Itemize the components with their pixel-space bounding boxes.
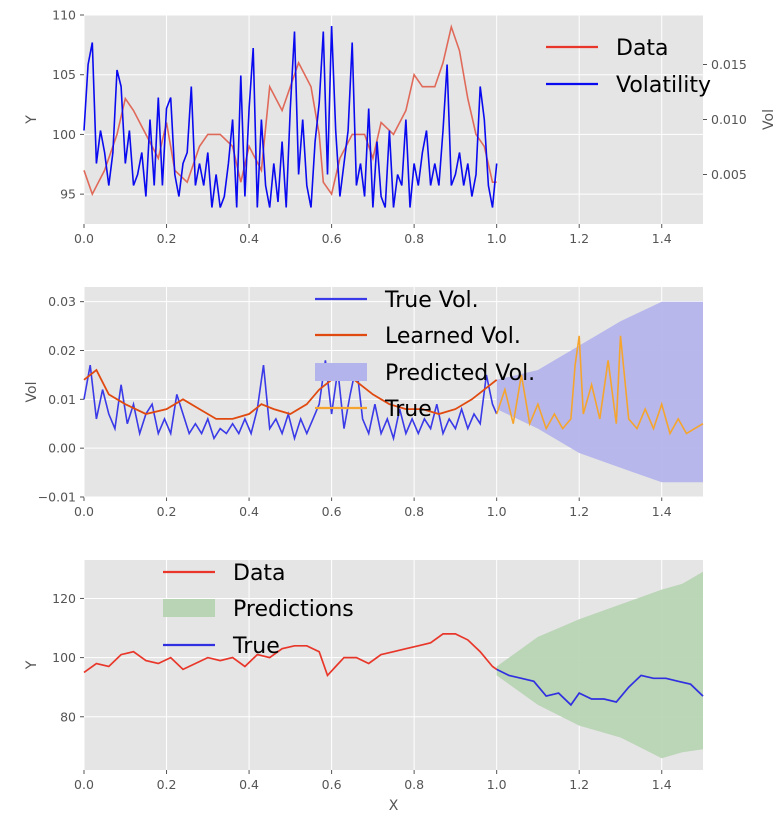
x-axis-label: X bbox=[389, 798, 399, 814]
y-axis-label: Vol bbox=[24, 382, 40, 403]
y-tick-label: 0.00 bbox=[48, 441, 76, 456]
y-tick-label: 0.01 bbox=[48, 392, 76, 407]
y-axis-label: Y bbox=[24, 660, 40, 670]
y-tick-label: 105 bbox=[52, 67, 76, 82]
y-tick-label: 120 bbox=[52, 591, 76, 606]
y-tick-label: 100 bbox=[52, 127, 76, 142]
x-tick-label: 0.0 bbox=[74, 504, 94, 519]
y-tick-label: 110 bbox=[52, 8, 76, 23]
legend-true-label: True bbox=[232, 634, 280, 659]
plot-area bbox=[84, 15, 703, 224]
x-tick-label: 0.4 bbox=[239, 504, 259, 519]
x-tick-label: 0.8 bbox=[404, 231, 424, 246]
legend-volatility-label: Volatility bbox=[616, 73, 711, 98]
legend-true-label: True bbox=[384, 397, 432, 422]
x-tick-label: 0.2 bbox=[157, 504, 177, 519]
x-tick-label: 0.0 bbox=[74, 231, 94, 246]
series-data-line bbox=[83, 633, 498, 678]
x-tick-label: 0.6 bbox=[322, 777, 342, 792]
x-tick-label: 0.4 bbox=[239, 777, 259, 792]
x-tick-label: 1.0 bbox=[487, 504, 507, 519]
x-tick-label: 0.6 bbox=[322, 504, 342, 519]
right-tick-label: 0.010 bbox=[711, 112, 747, 127]
x-tick-label: 0.6 bbox=[322, 231, 342, 246]
y-tick-label: 100 bbox=[52, 650, 76, 665]
x-tick-label: 0.0 bbox=[74, 777, 94, 792]
legend-predicted-vol-swatch bbox=[315, 363, 367, 381]
y-tick-label: 0.03 bbox=[48, 294, 76, 309]
legend: True Vol. Learned Vol. Predicted Vol. True bbox=[315, 288, 535, 422]
legend-predicted-vol-label: Predicted Vol. bbox=[385, 361, 535, 386]
series-learned-vol-line bbox=[83, 368, 498, 420]
x-tick-label: 1.4 bbox=[652, 504, 672, 519]
legend: Data Volatility bbox=[546, 36, 711, 98]
legend-data-label: Data bbox=[233, 561, 286, 586]
series-data-line bbox=[83, 23, 497, 197]
right-axis-label: Vol bbox=[761, 109, 777, 130]
x-tick-label: 0.2 bbox=[157, 231, 177, 246]
legend-predictions-label: Predictions bbox=[233, 597, 354, 622]
y-tick-label: 95 bbox=[60, 187, 76, 202]
series-true-line bbox=[495, 335, 704, 436]
series-predicted-vol-band bbox=[496, 301, 703, 483]
x-tick-label: 1.4 bbox=[652, 777, 672, 792]
x-tick-label: 1.2 bbox=[569, 777, 589, 792]
y-axis-label: Y bbox=[24, 115, 40, 125]
y-tick-label: 0.02 bbox=[48, 343, 76, 358]
x-tick-label: 0.8 bbox=[404, 777, 424, 792]
x-tick-label: 1.4 bbox=[652, 231, 672, 246]
right-tick-label: 0.005 bbox=[711, 167, 747, 182]
y-tick-label: −0.01 bbox=[38, 490, 76, 505]
panel-price-forecast: 0.0 0.2 0.4 0.6 0.8 1.0 1.2 1.4 80 100 120 Y X Data Pr… bbox=[24, 560, 704, 814]
series-volatility-line bbox=[83, 25, 498, 208]
panel-price-volatility: 0.0 0.2 0.4 0.6 0.8 1.0 1.2 1.4 95 100 105 110 Y 0.00… bbox=[24, 8, 777, 247]
legend-true-vol-label: True Vol. bbox=[384, 288, 479, 313]
x-tick-label: 1.2 bbox=[569, 504, 589, 519]
series-true-line bbox=[496, 668, 704, 707]
x-tick-label: 1.2 bbox=[569, 231, 589, 246]
series-true-vol-line bbox=[83, 360, 498, 442]
legend-data-label: Data bbox=[616, 36, 669, 61]
right-tick-label: 0.015 bbox=[711, 57, 747, 72]
x-tick-label: 1.0 bbox=[487, 777, 507, 792]
x-tick-label: 1.0 bbox=[487, 231, 507, 246]
x-tick-label: 0.2 bbox=[157, 777, 177, 792]
legend-predictions-swatch bbox=[163, 599, 215, 617]
legend-learned-vol-label: Learned Vol. bbox=[385, 324, 521, 349]
x-tick-label: 0.8 bbox=[404, 504, 424, 519]
legend: Data Predictions True bbox=[163, 561, 354, 659]
series-predictions-band bbox=[496, 571, 703, 759]
panel-volatility-forecast: 0.0 0.2 0.4 0.6 0.8 1.0 1.2 1.4 −0.01 0.00 0.01 0.0… bbox=[24, 287, 704, 519]
x-tick-label: 0.4 bbox=[239, 231, 259, 246]
y-tick-label: 80 bbox=[60, 709, 76, 724]
